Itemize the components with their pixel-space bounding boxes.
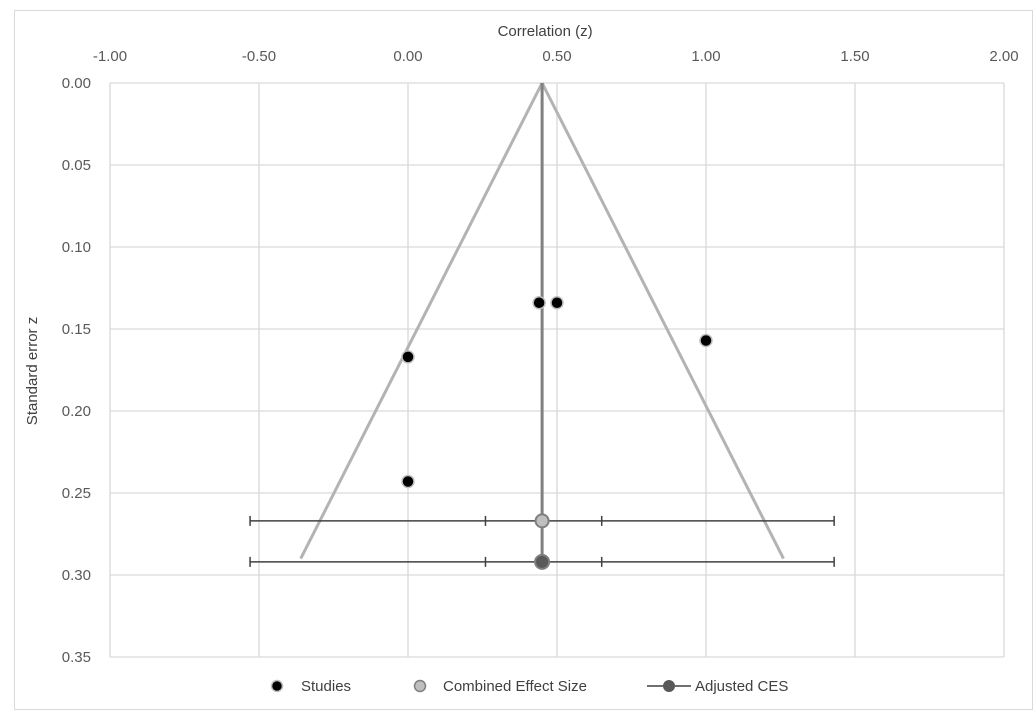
x-tick-label: 0.50: [542, 48, 571, 65]
y-tick-labels: 0.00 0.05 0.10 0.15 0.20 0.25 0.30 0.35: [62, 75, 91, 666]
legend: Studies Combined Effect Size Adjusted CE…: [270, 678, 788, 695]
y-tick-label: 0.20: [62, 403, 91, 420]
x-tick-label: 0.00: [393, 48, 422, 65]
x-tick-label: 1.50: [840, 48, 869, 65]
y-tick-label: 0.30: [62, 567, 91, 584]
funnel: [299, 82, 785, 562]
x-tick-label: -1.00: [93, 48, 127, 65]
legend-label-adjusted: Adjusted CES: [695, 678, 788, 695]
grid: [109, 82, 1005, 658]
legend-item-combined: Combined Effect Size: [413, 678, 587, 695]
x-tick-label: -0.50: [242, 48, 276, 65]
x-axis-title: Correlation (z): [498, 23, 593, 40]
combined-effect-point: [534, 513, 550, 529]
chart-frame: -1.00 -0.50 0.00 0.50 1.00 1.50 2.00 0.00 0.05 0…: [14, 10, 1033, 710]
adjusted-ces-point: [534, 553, 551, 570]
funnel-right-edge: [540, 82, 785, 560]
data-points: [401, 296, 713, 570]
y-tick-label: 0.10: [62, 239, 91, 256]
study-point: [532, 296, 546, 310]
legend-label-combined: Combined Effect Size: [443, 678, 587, 695]
legend-marker-studies: [270, 679, 284, 693]
y-tick-label: 0.35: [62, 649, 91, 666]
study-point: [550, 296, 564, 310]
y-axis-title: Standard error z: [24, 317, 41, 425]
y-tick-label: 0.25: [62, 485, 91, 502]
funnel-plot: -1.00 -0.50 0.00 0.50 1.00 1.50 2.00 0.000.050…: [24, 23, 1019, 695]
legend-marker-combined: [413, 679, 427, 693]
x-tick-labels: -1.00 -0.50 0.00 0.50 1.00 1.50 2.00: [93, 48, 1019, 65]
y-tick-label: 0.00: [62, 75, 91, 92]
study-point: [699, 333, 713, 348]
legend-item-studies: Studies: [270, 678, 351, 695]
x-tick-label: 1.00: [691, 48, 720, 65]
legend-label-studies: Studies: [301, 678, 351, 695]
study-point: [401, 474, 415, 489]
legend-marker-adjusted: [663, 680, 675, 692]
y-tick-label: 0.05: [62, 157, 91, 174]
y-tick-label: 0.15: [62, 321, 91, 338]
legend-item-adjusted: Adjusted CES: [647, 678, 788, 695]
funnel-left-edge: [299, 82, 544, 560]
x-tick-label: 2.00: [989, 48, 1018, 65]
study-point: [401, 350, 415, 364]
